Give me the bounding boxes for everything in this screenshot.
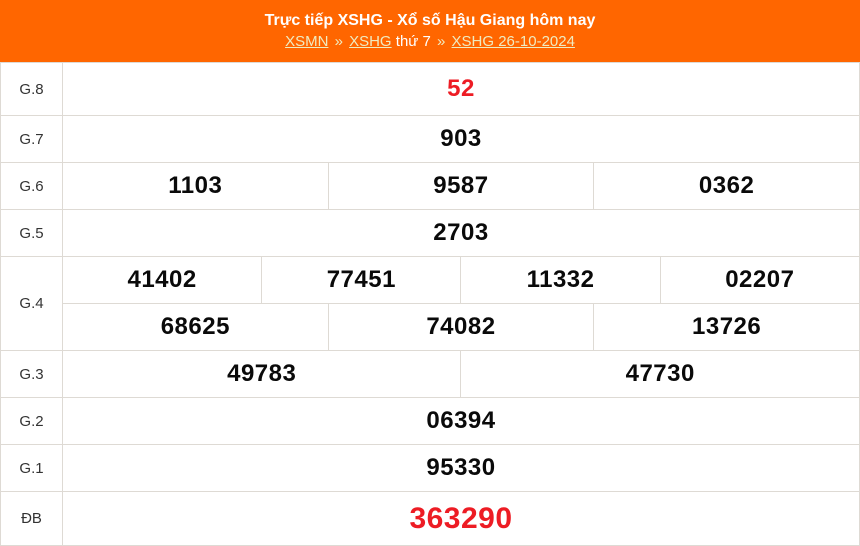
prize-value-g4-3: 11332 bbox=[460, 256, 661, 304]
prize-value-g4-7: 13726 bbox=[593, 303, 860, 351]
table-row-db: ĐB 363290 bbox=[0, 491, 860, 546]
table-row-g6: G.6 1103 9587 0362 bbox=[0, 162, 860, 210]
table-row-g2: G.2 06394 bbox=[0, 397, 860, 445]
prize-value-g4-5: 68625 bbox=[62, 303, 329, 351]
prize-value-db: 363290 bbox=[62, 491, 860, 546]
prize-value-g4-1: 41402 bbox=[61, 256, 263, 304]
prize-value-g2: 06394 bbox=[62, 397, 860, 445]
breadcrumb-separator: » bbox=[334, 32, 343, 50]
breadcrumb-separator: » bbox=[437, 32, 446, 50]
prize-label-g8: G.8 bbox=[0, 62, 63, 116]
prize-value-g1: 95330 bbox=[62, 444, 860, 492]
table-row-g7: G.7 903 bbox=[0, 115, 860, 163]
table-row-g8: G.8 52 bbox=[0, 62, 860, 116]
breadcrumb: XSMN » XSHG thứ 7 » XSHG 26-10-2024 bbox=[285, 33, 575, 51]
table-row-g5: G.5 2703 bbox=[0, 209, 860, 257]
prize-label-db: ĐB bbox=[0, 491, 63, 546]
lottery-results-table: G.8 52 G.7 903 G.6 1103 9587 0362 G.5 27… bbox=[0, 62, 860, 546]
prize-label-g2: G.2 bbox=[0, 397, 63, 445]
prize-value-g5: 2703 bbox=[62, 209, 860, 257]
prize-value-g6-2: 9587 bbox=[327, 162, 595, 210]
prize-value-g3-1: 49783 bbox=[61, 350, 462, 398]
breadcrumb-link-xsmn[interactable]: XSMN bbox=[285, 32, 329, 50]
breadcrumb-weekday: thứ 7 bbox=[395, 32, 431, 50]
prize-value-g3-2: 47730 bbox=[460, 350, 860, 398]
page-title: Trực tiếp XSHG - Xổ số Hậu Giang hôm nay bbox=[264, 12, 596, 30]
table-row-g1: G.1 95330 bbox=[0, 444, 860, 492]
table-row-g4a: G.4 41402 77451 11332 02207 bbox=[0, 256, 860, 351]
prize-label-g7: G.7 bbox=[0, 115, 63, 163]
prize-value-g4-6: 74082 bbox=[327, 303, 595, 351]
prize-label-g1: G.1 bbox=[0, 444, 63, 492]
table-row-g3: G.3 49783 47730 bbox=[0, 350, 860, 398]
header-bar: Trực tiếp XSHG - Xổ số Hậu Giang hôm nay… bbox=[0, 0, 860, 62]
prize-label-g3: G.3 bbox=[0, 350, 63, 398]
breadcrumb-link-date[interactable]: XSHG 26-10-2024 bbox=[451, 32, 575, 50]
prize-value-g4-4: 02207 bbox=[659, 256, 860, 304]
prize-value-g6-3: 0362 bbox=[593, 162, 860, 210]
prize-value-g4-2: 77451 bbox=[261, 256, 462, 304]
table-row-g4b: 68625 74082 13726 bbox=[1, 303, 860, 351]
prize-label-g6: G.6 bbox=[0, 162, 63, 210]
prize-label-g4: G.4 bbox=[0, 256, 63, 351]
prize-value-g7: 903 bbox=[62, 115, 860, 163]
breadcrumb-link-xshg[interactable]: XSHG bbox=[349, 32, 392, 50]
prize-value-g6-1: 1103 bbox=[62, 162, 329, 210]
prize-value-g8: 52 bbox=[62, 62, 860, 116]
prize-label-g5: G.5 bbox=[0, 209, 63, 257]
